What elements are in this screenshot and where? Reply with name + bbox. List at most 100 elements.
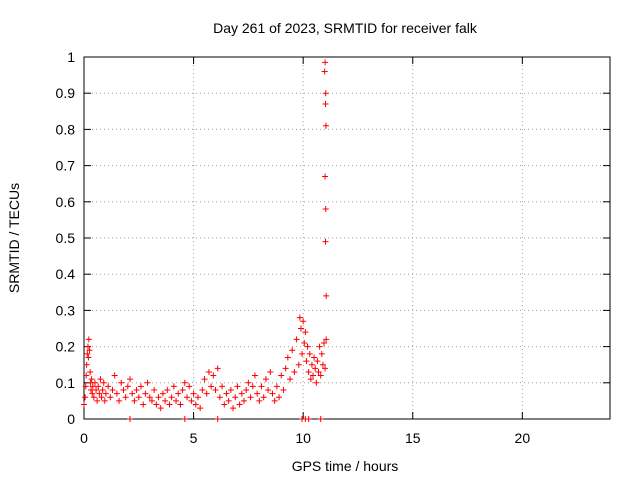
data-point bbox=[271, 397, 278, 404]
data-point bbox=[82, 394, 89, 401]
data-point bbox=[137, 383, 144, 390]
data-point bbox=[99, 387, 106, 394]
data-point bbox=[100, 379, 107, 386]
data-point bbox=[313, 379, 320, 386]
data-point bbox=[177, 401, 184, 408]
data-point bbox=[280, 387, 287, 394]
data-point bbox=[116, 397, 123, 404]
data-point bbox=[303, 358, 310, 365]
data-point bbox=[225, 397, 232, 404]
y-tick-label: 0.7 bbox=[56, 158, 76, 174]
data-point bbox=[186, 383, 193, 390]
data-point bbox=[84, 343, 91, 350]
data-point bbox=[170, 383, 177, 390]
data-point bbox=[236, 401, 243, 408]
data-point bbox=[321, 68, 328, 75]
data-point bbox=[166, 401, 173, 408]
data-point bbox=[319, 361, 326, 368]
data-point bbox=[82, 383, 89, 390]
data-point bbox=[273, 383, 280, 390]
data-point bbox=[102, 390, 109, 397]
data-point bbox=[81, 401, 87, 408]
data-point bbox=[83, 361, 90, 368]
data-point bbox=[105, 383, 112, 390]
data-point bbox=[301, 339, 308, 346]
data-point bbox=[297, 325, 304, 332]
data-point bbox=[299, 350, 306, 357]
data-point bbox=[247, 394, 254, 401]
data-point bbox=[194, 394, 201, 401]
data-point bbox=[293, 336, 300, 343]
data-point bbox=[318, 350, 325, 357]
data-point bbox=[243, 387, 250, 394]
data-point bbox=[89, 383, 96, 390]
data-point bbox=[312, 365, 319, 372]
data-point bbox=[118, 379, 125, 386]
x-tick-label: 10 bbox=[295, 430, 311, 446]
y-tick-label: 0.2 bbox=[56, 339, 76, 355]
data-point bbox=[85, 336, 92, 343]
x-tick-label: 15 bbox=[405, 430, 421, 446]
data-point bbox=[320, 339, 327, 346]
data-point bbox=[296, 314, 303, 321]
data-point bbox=[203, 390, 210, 397]
data-point bbox=[323, 336, 330, 343]
data-point bbox=[210, 372, 217, 379]
data-point bbox=[322, 101, 329, 108]
data-point bbox=[90, 394, 97, 401]
data-point bbox=[260, 394, 267, 401]
chart-title: Day 261 of 2023, SRMTID for receiver fal… bbox=[213, 20, 478, 36]
data-point bbox=[164, 387, 171, 394]
data-point bbox=[87, 368, 94, 375]
y-tick-label: 0.3 bbox=[56, 302, 76, 318]
x-tick-label: 20 bbox=[515, 430, 531, 446]
data-point bbox=[122, 394, 129, 401]
data-point bbox=[306, 350, 313, 357]
data-point bbox=[151, 387, 158, 394]
y-tick-label: 0.4 bbox=[56, 266, 76, 282]
data-points bbox=[81, 59, 330, 422]
data-point bbox=[322, 173, 329, 180]
data-point bbox=[101, 397, 108, 404]
data-point bbox=[322, 90, 329, 97]
y-axis-ticks: 0 0.1 0.2 0.3 0.4 0.5 0.6 0.7 0.8 0.9 1 bbox=[56, 49, 610, 427]
data-point bbox=[84, 350, 91, 357]
data-point bbox=[98, 394, 105, 401]
data-point bbox=[199, 387, 206, 394]
y-axis-label: SRMTID / TECUs bbox=[6, 183, 22, 293]
data-point bbox=[322, 365, 329, 372]
data-point bbox=[214, 416, 221, 422]
data-point bbox=[129, 390, 136, 397]
data-point bbox=[219, 383, 226, 390]
data-point bbox=[148, 397, 155, 404]
data-point bbox=[234, 383, 241, 390]
data-point bbox=[111, 372, 118, 379]
data-point bbox=[227, 387, 234, 394]
data-point bbox=[181, 379, 188, 386]
x-axis-label: GPS time / hours bbox=[292, 458, 399, 474]
data-point bbox=[287, 376, 294, 383]
y-tick-label: 1 bbox=[67, 49, 75, 65]
data-point bbox=[276, 394, 283, 401]
data-point bbox=[124, 383, 131, 390]
data-point bbox=[221, 401, 228, 408]
data-point bbox=[240, 397, 247, 404]
data-point bbox=[159, 390, 166, 397]
data-point bbox=[157, 405, 164, 412]
y-tick-label: 0 bbox=[67, 411, 75, 427]
data-point bbox=[212, 387, 219, 394]
x-tick-label: 0 bbox=[80, 430, 88, 446]
data-point bbox=[93, 387, 100, 394]
data-point bbox=[223, 390, 230, 397]
data-point bbox=[192, 401, 199, 408]
data-point bbox=[140, 401, 147, 408]
x-axis-ticks: 0 5 10 15 20 bbox=[80, 57, 530, 446]
data-point bbox=[133, 387, 140, 394]
data-point bbox=[83, 372, 90, 379]
data-point bbox=[230, 405, 237, 412]
data-point bbox=[251, 372, 258, 379]
data-point bbox=[305, 368, 312, 375]
data-point bbox=[265, 387, 272, 394]
data-point bbox=[291, 368, 298, 375]
